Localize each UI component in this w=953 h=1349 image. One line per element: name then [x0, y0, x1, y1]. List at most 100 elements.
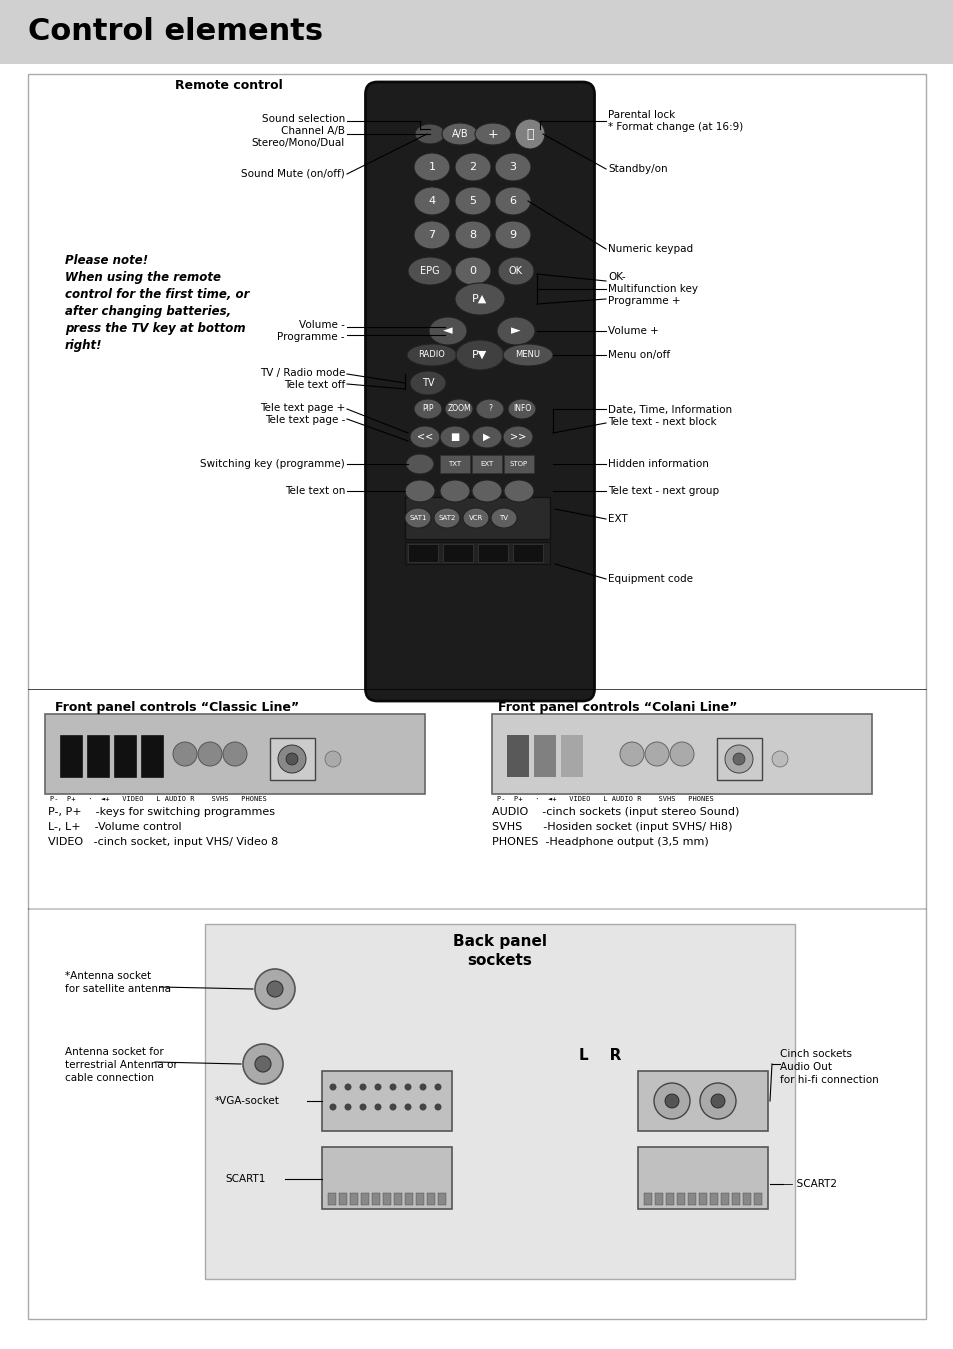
Text: SCART1: SCART1: [225, 1174, 265, 1184]
Circle shape: [434, 1083, 441, 1090]
Text: ◄: ◄: [443, 325, 453, 337]
Text: STOP: STOP: [510, 461, 528, 467]
Bar: [677, 1193, 684, 1205]
Ellipse shape: [507, 399, 536, 420]
Text: 1: 1: [428, 162, 435, 173]
Text: Antenna socket for
terrestrial Antenna or
cable connection: Antenna socket for terrestrial Antenna o…: [65, 1047, 177, 1083]
Circle shape: [724, 745, 752, 773]
Text: ■: ■: [450, 432, 459, 442]
Circle shape: [389, 1103, 396, 1110]
Circle shape: [198, 742, 222, 766]
Circle shape: [375, 1103, 381, 1110]
Bar: [382, 1193, 391, 1205]
Ellipse shape: [497, 258, 534, 285]
Circle shape: [619, 742, 643, 766]
Bar: [506, 735, 529, 777]
Ellipse shape: [407, 344, 456, 366]
Text: ⏻: ⏻: [526, 128, 533, 140]
Ellipse shape: [455, 258, 491, 285]
Circle shape: [277, 745, 306, 773]
Text: OK: OK: [509, 266, 522, 277]
Circle shape: [710, 1094, 724, 1108]
Circle shape: [404, 1083, 411, 1090]
Circle shape: [644, 742, 668, 766]
Ellipse shape: [406, 455, 434, 473]
Ellipse shape: [455, 152, 491, 181]
Text: Standby/on: Standby/on: [607, 165, 667, 174]
Ellipse shape: [410, 371, 446, 395]
Bar: [717, 738, 761, 780]
Bar: [350, 1193, 357, 1205]
Circle shape: [375, 1083, 381, 1090]
Circle shape: [771, 751, 787, 768]
Text: RADIO: RADIO: [418, 351, 445, 359]
Circle shape: [732, 753, 744, 765]
Ellipse shape: [408, 258, 452, 285]
Text: Numeric keypad: Numeric keypad: [607, 244, 693, 254]
Text: 7: 7: [428, 229, 436, 240]
Text: VCR: VCR: [468, 515, 482, 521]
Ellipse shape: [472, 426, 501, 448]
Text: *Antenna socket
for satellite antenna: *Antenna socket for satellite antenna: [65, 971, 171, 994]
Text: 5: 5: [469, 196, 476, 206]
Bar: [405, 542, 550, 564]
Text: *VGA-socket: *VGA-socket: [214, 1095, 279, 1106]
Circle shape: [419, 1083, 426, 1090]
Text: Cinch sockets
Audio Out
for hi-fi connection: Cinch sockets Audio Out for hi-fi connec…: [780, 1050, 878, 1086]
Text: PIP: PIP: [422, 405, 434, 414]
Circle shape: [223, 742, 247, 766]
Circle shape: [286, 753, 297, 765]
Bar: [416, 1193, 423, 1205]
Bar: [322, 1071, 452, 1130]
Text: Volume -
Programme -: Volume - Programme -: [277, 320, 345, 343]
Bar: [720, 1193, 728, 1205]
Text: TV: TV: [499, 515, 508, 521]
Text: — SCART2: — SCART2: [782, 1179, 836, 1188]
Ellipse shape: [502, 426, 533, 448]
Text: EXT: EXT: [607, 514, 627, 523]
Bar: [360, 1193, 369, 1205]
Circle shape: [172, 742, 196, 766]
Circle shape: [329, 1083, 336, 1090]
Ellipse shape: [495, 221, 531, 250]
Circle shape: [243, 1044, 283, 1085]
Bar: [638, 1147, 767, 1209]
Text: 3: 3: [509, 162, 516, 173]
Bar: [141, 735, 163, 777]
FancyBboxPatch shape: [365, 82, 594, 701]
Ellipse shape: [472, 480, 501, 502]
Ellipse shape: [497, 317, 535, 345]
Bar: [113, 735, 136, 777]
Ellipse shape: [462, 509, 489, 527]
Ellipse shape: [415, 124, 444, 144]
Text: 0: 0: [469, 266, 476, 277]
Text: ZOOM: ZOOM: [447, 405, 471, 414]
Text: Please note!
When using the remote
control for the first time, or
after changing: Please note! When using the remote contr…: [65, 254, 249, 352]
Bar: [731, 1193, 740, 1205]
Bar: [405, 1193, 413, 1205]
Text: Switching key (programme): Switching key (programme): [200, 459, 345, 469]
Text: TXT: TXT: [448, 461, 461, 467]
Text: ?: ?: [488, 405, 492, 414]
Bar: [472, 455, 501, 473]
Text: SAT1: SAT1: [409, 515, 426, 521]
Text: MENU: MENU: [515, 351, 540, 359]
Bar: [270, 738, 314, 780]
Bar: [442, 544, 473, 563]
Circle shape: [419, 1103, 426, 1110]
Bar: [587, 735, 609, 777]
Circle shape: [254, 969, 294, 1009]
Bar: [437, 1193, 446, 1205]
Ellipse shape: [455, 221, 491, 250]
Ellipse shape: [429, 317, 467, 345]
Bar: [753, 1193, 761, 1205]
Bar: [60, 735, 82, 777]
Text: ►: ►: [511, 325, 520, 337]
Text: AUDIO    -cinch sockets (input stereo Sound)
SVHS      -Hosiden socket (input SV: AUDIO -cinch sockets (input stereo Sound…: [492, 807, 739, 847]
Bar: [477, 544, 507, 563]
Text: P▲: P▲: [472, 294, 487, 304]
Text: EPG: EPG: [419, 266, 439, 277]
Bar: [492, 714, 871, 795]
Ellipse shape: [495, 152, 531, 181]
Text: TV: TV: [421, 378, 434, 389]
